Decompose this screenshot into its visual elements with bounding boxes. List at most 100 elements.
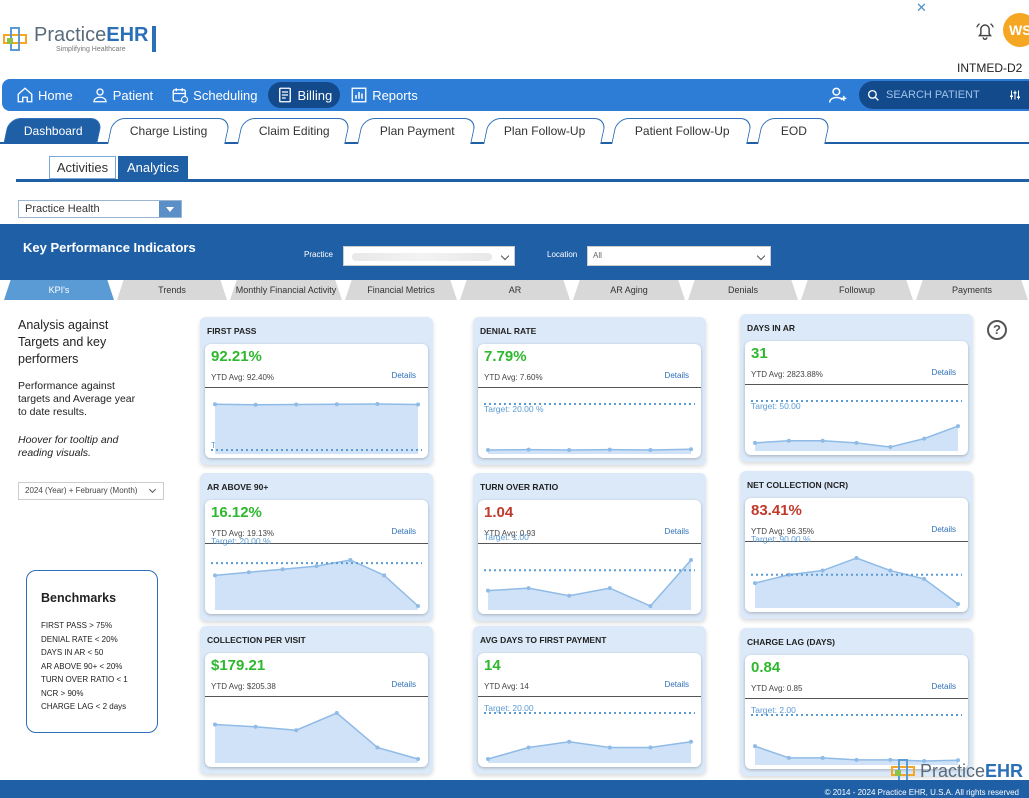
sparkline-point[interactable] [486,448,490,452]
sparkline-point[interactable] [607,745,612,750]
sparkline-point[interactable] [416,757,420,761]
sparkline-point[interactable] [888,568,893,573]
sparkline-point[interactable] [486,588,490,593]
tab-charge-listing[interactable]: Charge Listing [107,118,231,144]
report-tab-financial-metrics[interactable]: Financial Metrics [345,280,457,300]
sparkline-point[interactable] [416,402,420,407]
sparkline-point[interactable] [922,576,927,581]
sparkline-point[interactable] [334,711,339,715]
sparkline-point[interactable] [820,568,825,573]
sparkline-point[interactable] [607,447,612,452]
sparkline-point[interactable] [526,586,531,591]
nav-reports[interactable]: Reports [342,82,426,108]
sparkline-point[interactable] [689,739,693,744]
notification-bell-icon[interactable] [974,20,996,42]
sparkline-point[interactable] [294,728,299,733]
sparkline-point[interactable] [213,402,217,407]
report-tab-payments[interactable]: Payments [916,280,1028,300]
sparkline-point[interactable] [280,567,285,572]
report-tab-followup[interactable]: Followup [801,280,913,300]
report-tab-kpis[interactable]: KPI's [4,280,114,300]
sparkline-point[interactable] [648,448,653,452]
sparkline-point[interactable] [526,745,531,750]
sparkline-point[interactable] [382,573,387,578]
tab-plan-payment[interactable]: Plan Payment [357,118,477,144]
add-user-icon[interactable] [828,85,848,105]
nav-patient[interactable]: Patient [83,82,161,108]
sparkline-point[interactable] [753,440,757,445]
report-tab-monthly-financial-activity[interactable]: Monthly Financial Activity [230,280,342,300]
help-icon[interactable]: ? [987,320,1007,340]
tab-plan-follow-up[interactable]: Plan Follow-Up [483,118,607,144]
report-tab-ar-aging[interactable]: AR Aging [573,280,685,300]
sparkline-point[interactable] [648,745,653,750]
details-link[interactable]: Details [664,527,689,536]
report-select[interactable]: Practice Health [18,200,182,218]
sparkline-point[interactable] [567,593,572,598]
sparkline-point[interactable] [753,581,757,586]
nav-home[interactable]: Home [8,82,81,108]
tab-dashboard[interactable]: Dashboard [3,118,103,144]
nav-scheduling[interactable]: Scheduling [163,82,265,108]
sparkline-point[interactable] [348,558,353,562]
sparkline-point[interactable] [314,564,319,569]
details-link[interactable]: Details [391,371,416,380]
location-filter[interactable]: All [587,246,771,266]
sparkline-point[interactable] [922,759,927,763]
sparkline-point[interactable] [334,402,339,407]
sparkline-point[interactable] [854,440,859,445]
sparkline-point[interactable] [294,402,299,407]
sparkline-point[interactable] [888,445,893,449]
tab-patient-follow-up[interactable]: Patient Follow-Up [611,118,753,144]
sparkline-point[interactable] [786,438,791,443]
sparkline-point[interactable] [689,558,693,562]
report-tab-trends[interactable]: Trends [117,280,227,300]
report-tab-denials[interactable]: Denials [688,280,798,300]
sparkline-point[interactable] [648,604,653,608]
nav-billing[interactable]: Billing [267,82,341,108]
sparkline-point[interactable] [820,438,825,443]
sparkline-point[interactable] [213,573,217,578]
practice-filter[interactable] [343,246,515,266]
details-link[interactable]: Details [931,525,956,534]
sparkline-point[interactable] [375,745,380,750]
sparkline-point[interactable] [246,570,251,575]
user-avatar[interactable]: WS [1003,13,1029,47]
sparkline-point[interactable] [956,424,960,429]
sparkline-point[interactable] [786,755,791,760]
sparkline-point[interactable] [820,755,825,760]
sparkline-point[interactable] [689,447,693,452]
sparkline-point[interactable] [416,604,420,608]
search-patient-input[interactable]: SEARCH PATIENT [859,81,1029,109]
subtab-analytics[interactable]: Analytics [118,156,188,179]
period-select[interactable]: 2024 (Year) + February (Month) [18,482,164,500]
sparkline-point[interactable] [888,757,893,762]
sparkline-point[interactable] [567,739,572,744]
sparkline-point[interactable] [567,448,572,452]
sparkline-point[interactable] [922,436,927,441]
sparkline-point[interactable] [854,556,859,560]
details-link[interactable]: Details [391,680,416,689]
sparkline-point[interactable] [607,586,612,591]
sparkline-point[interactable] [526,447,531,452]
sparkline-point[interactable] [213,722,217,727]
sparkline-point[interactable] [956,602,960,606]
sparkline-point[interactable] [486,757,490,761]
tab-claim-editing[interactable]: Claim Editing [237,118,351,144]
details-link[interactable]: Details [391,527,416,536]
report-tab-ar[interactable]: AR [460,280,570,300]
sparkline-point[interactable] [753,744,757,749]
brand-logo[interactable]: PracticeEHR Simplifying Healthcare [2,22,157,56]
details-link[interactable]: Details [664,371,689,380]
sparkline-point[interactable] [375,402,380,406]
close-icon[interactable]: ✕ [916,0,927,15]
details-link[interactable]: Details [664,680,689,689]
details-link[interactable]: Details [931,682,956,691]
sparkline-point[interactable] [253,402,258,407]
details-link[interactable]: Details [931,368,956,377]
tab-eod[interactable]: EOD [757,118,831,144]
filter-sliders-icon[interactable] [1009,89,1021,101]
subtab-activities[interactable]: Activities [49,156,116,179]
sparkline-point[interactable] [956,758,960,763]
sparkline-point[interactable] [253,724,258,729]
